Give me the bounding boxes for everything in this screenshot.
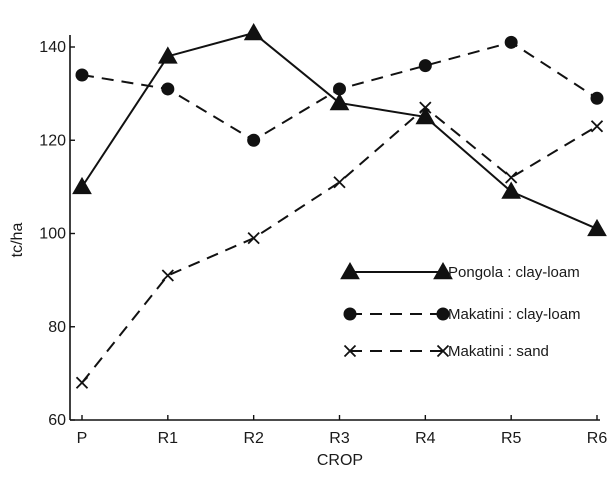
data-point xyxy=(157,46,178,64)
data-point xyxy=(75,376,89,389)
y-tick-label: 80 xyxy=(48,319,66,336)
legend-entry-3: Makatini : sand xyxy=(343,343,549,360)
x-tick-label: R3 xyxy=(329,430,350,447)
y-axis-label: tc/ha xyxy=(9,223,26,258)
x-axis-label: CROP xyxy=(317,452,363,469)
data-point xyxy=(505,171,518,184)
data-point xyxy=(418,59,432,73)
data-point xyxy=(501,181,522,199)
data-point xyxy=(247,232,260,245)
data-point xyxy=(504,35,518,49)
data-point xyxy=(590,91,604,105)
legend-marker xyxy=(436,344,450,358)
x-tick-label: R5 xyxy=(501,430,522,447)
legend-marker xyxy=(436,307,450,321)
x-tick-label: R1 xyxy=(158,430,179,447)
data-point xyxy=(587,218,607,237)
data-point xyxy=(415,106,436,125)
legend-marker xyxy=(340,261,360,280)
data-point xyxy=(161,269,174,282)
data-point xyxy=(419,101,432,114)
legend-label: Makatini : clay-loam xyxy=(448,306,581,323)
legend-marker xyxy=(343,307,357,321)
x-tick-label: P xyxy=(77,430,88,447)
data-point xyxy=(247,133,261,147)
x-tick-label: R2 xyxy=(243,430,264,447)
data-point xyxy=(590,120,604,133)
y-tick-label: 140 xyxy=(39,39,66,56)
legend-entry-2: Makatini : clay-loam xyxy=(343,306,581,323)
x-tick-label: R4 xyxy=(415,430,436,447)
data-point xyxy=(75,68,89,82)
legend-marker xyxy=(343,344,357,358)
data-point xyxy=(243,23,264,41)
series-1 xyxy=(72,23,607,237)
y-tick-label: 60 xyxy=(48,412,66,429)
data-point xyxy=(333,82,346,96)
data-point xyxy=(72,176,92,195)
x-tick-label: R6 xyxy=(587,430,608,447)
data-point xyxy=(161,82,175,96)
series-line xyxy=(81,106,598,384)
series-group xyxy=(72,23,607,389)
data-point xyxy=(333,176,346,189)
legend-label: Pongola : clay-loam xyxy=(448,264,580,281)
series-3 xyxy=(75,101,604,389)
legend-entry-1: Pongola : clay-loam xyxy=(340,261,580,281)
data-point xyxy=(329,92,350,111)
axes: 60 80 100 120 140 P R1 R2 R3 R4 R5 R6 xyxy=(39,35,607,447)
y-tick-label: 120 xyxy=(39,132,66,149)
series-2 xyxy=(75,35,604,147)
legend-marker xyxy=(433,261,453,280)
legend: Pongola : clay-loam Makatini : clay-loam M… xyxy=(340,261,581,360)
legend-label: Makatini : sand xyxy=(448,343,549,360)
y-tick-label: 100 xyxy=(39,226,66,243)
